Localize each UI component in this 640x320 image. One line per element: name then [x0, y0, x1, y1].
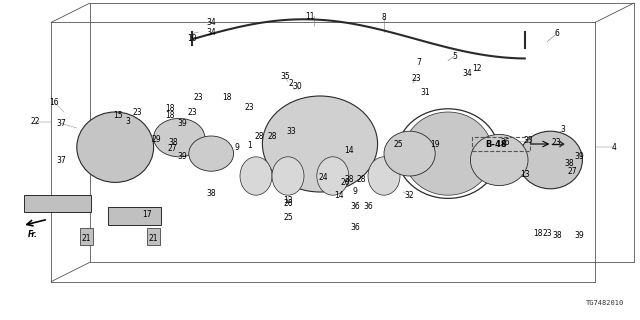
Text: 38: 38 — [168, 138, 178, 147]
Text: 27: 27 — [568, 167, 578, 176]
Text: 25: 25 — [283, 213, 293, 222]
Text: 25: 25 — [393, 140, 403, 148]
Text: 23: 23 — [244, 103, 255, 112]
Text: 28: 28 — [255, 132, 264, 140]
Text: 6: 6 — [554, 29, 559, 38]
Text: 8: 8 — [381, 13, 387, 22]
Text: 39: 39 — [574, 231, 584, 240]
Text: 3: 3 — [125, 117, 131, 126]
Ellipse shape — [262, 96, 378, 192]
Text: 33: 33 — [523, 136, 533, 145]
Text: 23: 23 — [132, 108, 143, 116]
Text: 26: 26 — [500, 138, 511, 147]
FancyBboxPatch shape — [147, 228, 160, 245]
Text: 38: 38 — [206, 189, 216, 198]
FancyBboxPatch shape — [80, 228, 93, 245]
Ellipse shape — [272, 157, 304, 195]
Text: 37: 37 — [56, 156, 66, 164]
Text: 4: 4 — [612, 143, 617, 152]
Ellipse shape — [240, 157, 272, 195]
Text: 21: 21 — [149, 234, 158, 243]
Text: 9: 9 — [353, 188, 358, 196]
Text: 36: 36 — [350, 223, 360, 232]
Text: 9: 9 — [234, 143, 239, 152]
Text: 34: 34 — [462, 69, 472, 78]
Text: 33: 33 — [286, 127, 296, 136]
Text: 11: 11 — [306, 12, 315, 20]
Text: 39: 39 — [177, 119, 188, 128]
Text: 26: 26 — [283, 199, 293, 208]
Text: 28: 28 — [357, 175, 366, 184]
Text: 28: 28 — [268, 132, 276, 140]
Text: 18: 18 — [223, 93, 232, 102]
Text: 23: 23 — [552, 138, 562, 147]
Text: 29: 29 — [152, 135, 162, 144]
FancyBboxPatch shape — [24, 195, 91, 212]
Text: 37: 37 — [56, 119, 66, 128]
Text: 36: 36 — [363, 202, 373, 211]
Text: 39: 39 — [574, 152, 584, 161]
Text: 18: 18 — [533, 229, 542, 238]
Text: 18: 18 — [165, 104, 174, 113]
Ellipse shape — [317, 157, 349, 195]
Text: 14: 14 — [334, 191, 344, 200]
Text: 19: 19 — [430, 140, 440, 148]
Text: 23: 23 — [193, 93, 204, 102]
Text: 27: 27 — [168, 144, 178, 153]
Text: 12: 12 — [472, 64, 481, 73]
Text: 16: 16 — [49, 98, 60, 107]
Text: 7: 7 — [417, 58, 422, 67]
Text: Fr.: Fr. — [28, 230, 38, 239]
Text: 3: 3 — [561, 125, 566, 134]
Text: 13: 13 — [520, 170, 530, 179]
Ellipse shape — [189, 136, 234, 171]
Text: 21: 21 — [82, 234, 91, 243]
Text: TG7482010: TG7482010 — [586, 300, 624, 306]
Text: 22: 22 — [31, 117, 40, 126]
Ellipse shape — [154, 118, 205, 157]
Text: 28: 28 — [344, 175, 353, 184]
Text: 35: 35 — [280, 72, 290, 81]
Text: 34: 34 — [206, 28, 216, 36]
Text: 5: 5 — [452, 52, 457, 60]
FancyBboxPatch shape — [108, 207, 161, 225]
Text: 20: 20 — [340, 178, 351, 187]
Ellipse shape — [77, 112, 154, 182]
Text: 36: 36 — [350, 202, 360, 211]
Text: 39: 39 — [177, 152, 188, 161]
Text: 15: 15 — [113, 111, 124, 120]
Text: 34: 34 — [206, 18, 216, 27]
Ellipse shape — [470, 134, 528, 186]
Text: 17: 17 — [142, 210, 152, 219]
Text: 1: 1 — [247, 141, 252, 150]
Ellipse shape — [368, 157, 400, 195]
Text: 2: 2 — [289, 79, 294, 88]
Text: 32: 32 — [404, 191, 415, 200]
Text: 23: 23 — [187, 108, 197, 116]
Text: 23: 23 — [542, 229, 552, 238]
Ellipse shape — [518, 131, 582, 189]
Text: 31: 31 — [420, 88, 431, 97]
Text: 18: 18 — [165, 111, 174, 120]
Text: 24: 24 — [318, 173, 328, 182]
Text: 38: 38 — [552, 231, 562, 240]
Text: 14: 14 — [344, 146, 354, 155]
Text: 23: 23 — [411, 74, 421, 83]
Text: 30: 30 — [292, 82, 303, 91]
Text: 38: 38 — [564, 159, 575, 168]
Ellipse shape — [403, 112, 493, 195]
Text: 13: 13 — [283, 196, 293, 204]
Text: 10: 10 — [187, 34, 197, 43]
Ellipse shape — [384, 131, 435, 176]
Text: B-48: B-48 — [485, 140, 507, 148]
